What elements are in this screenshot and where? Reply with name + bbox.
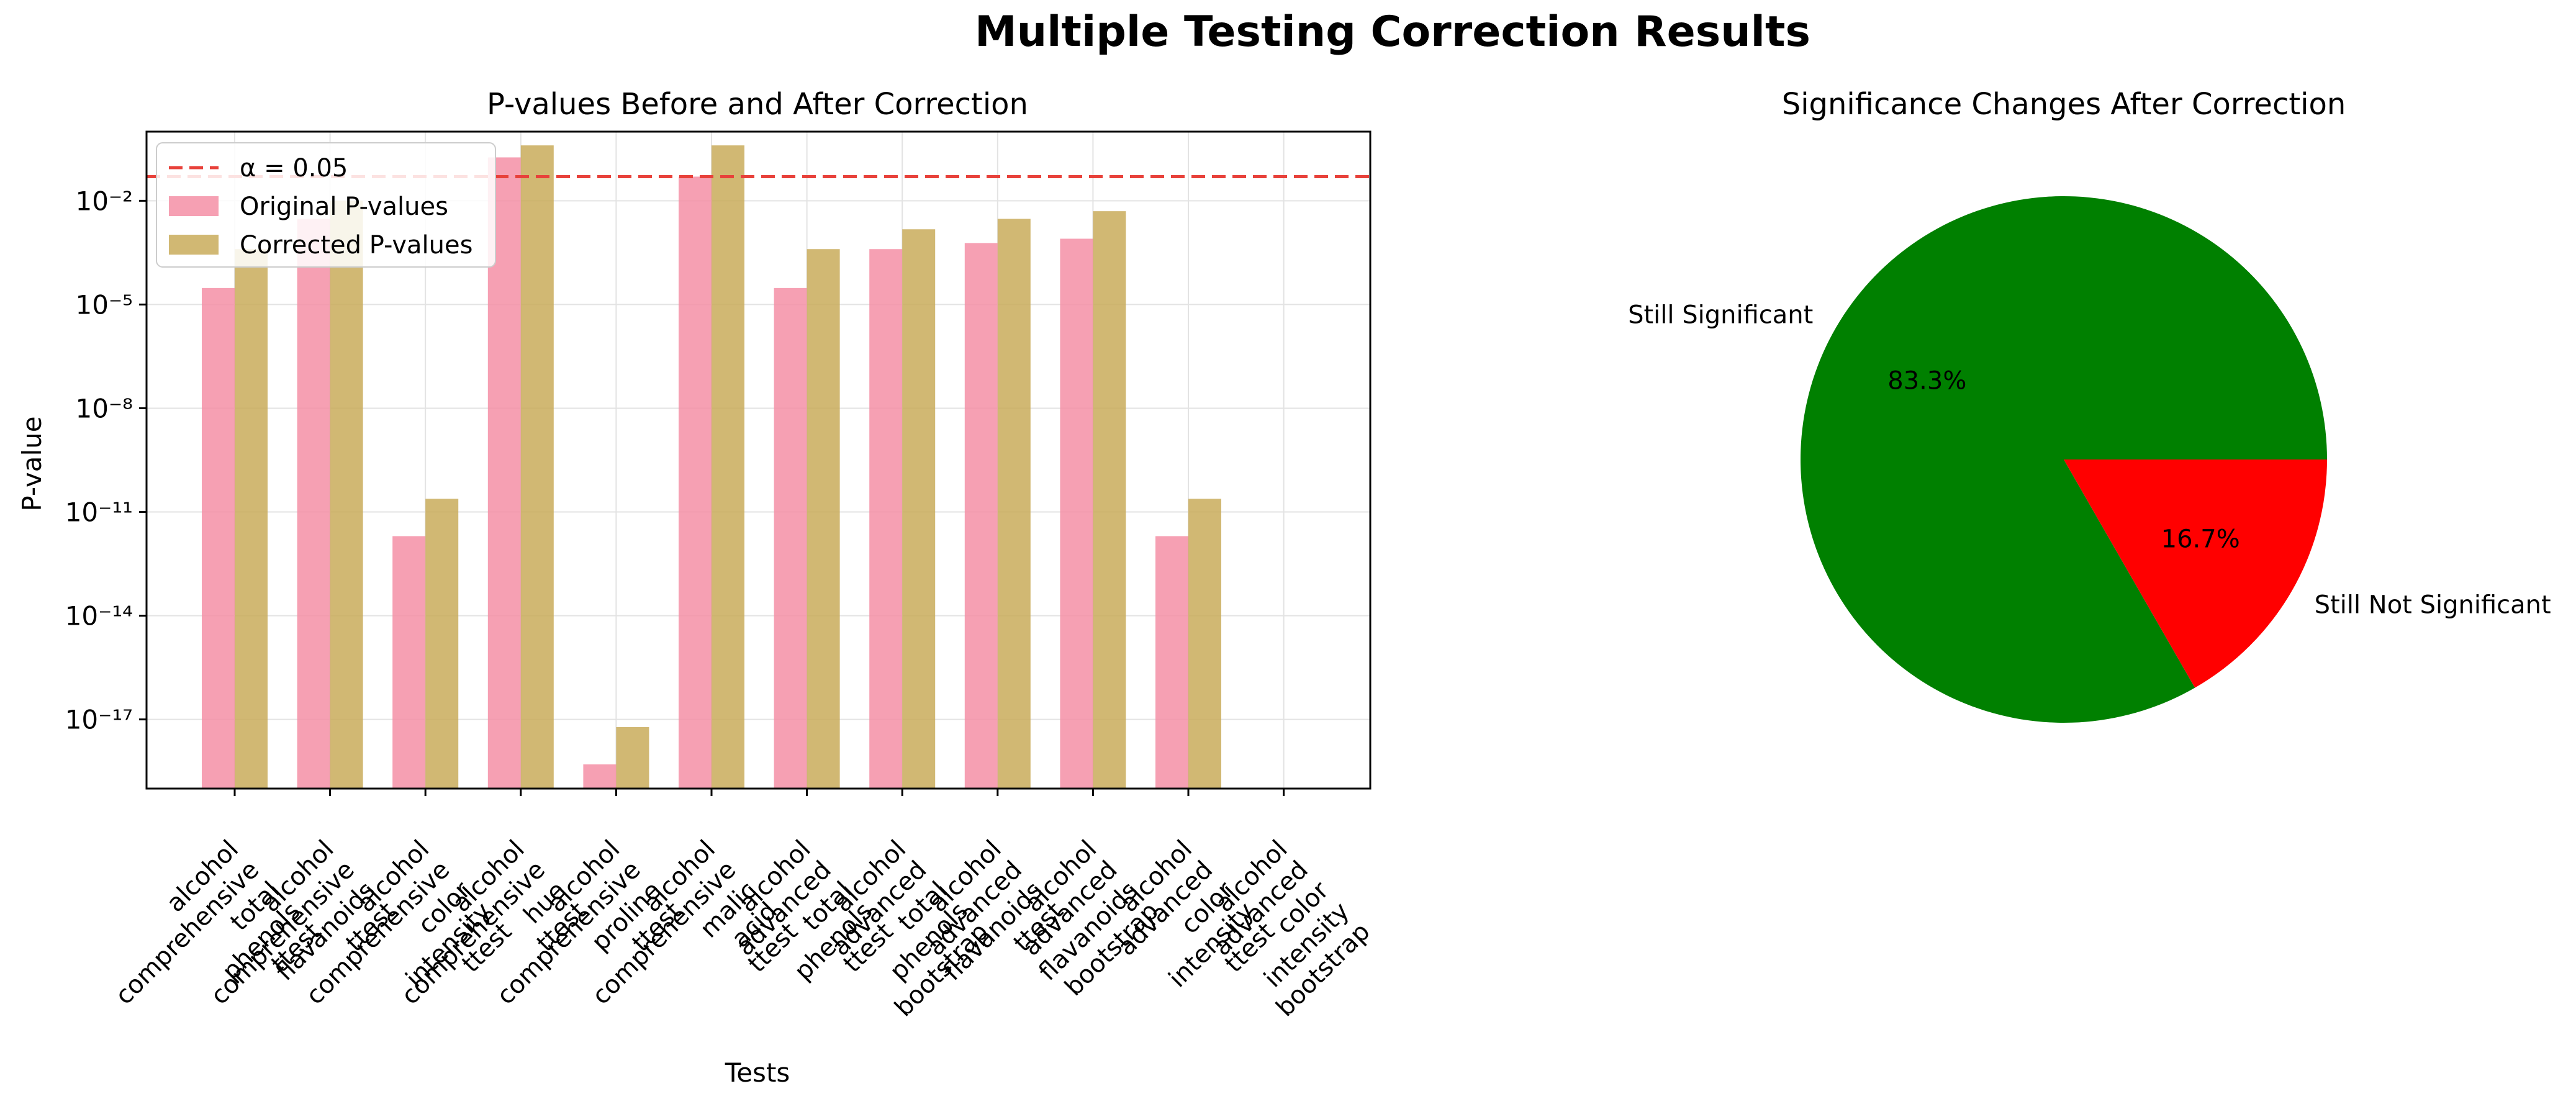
bar-chart: P-values Before and After Correction Tes…	[17, 87, 1376, 1088]
pie-chart: Significance Changes After Correction St…	[1628, 87, 2551, 723]
y-tick-label: 10⁻¹⁴	[65, 601, 133, 631]
y-tick-label: 10⁻²	[76, 186, 133, 216]
bar-chart-bars	[202, 145, 1221, 789]
pie-slice-label: Still Not Significant	[2315, 591, 2551, 620]
bar-original	[679, 176, 712, 789]
legend-swatch	[169, 235, 219, 255]
pie-slice-pct: 16.7%	[2161, 525, 2240, 553]
bar-corrected	[902, 229, 936, 789]
y-tick-label: 10⁻¹¹	[65, 497, 133, 528]
bar-original	[1060, 238, 1093, 789]
bar-corrected	[712, 145, 744, 789]
bar-corrected	[1093, 211, 1126, 789]
bar-corrected	[235, 249, 268, 789]
bar-original	[583, 764, 617, 789]
bar-chart-plot-frame	[145, 130, 1372, 790]
pie-chart-title: Significance Changes After Correction	[1782, 87, 2346, 122]
y-tick-label: 10⁻¹⁷	[65, 705, 133, 735]
bar-chart-xlabel: Tests	[725, 1057, 790, 1088]
bar-original	[774, 287, 807, 789]
bar-corrected	[1188, 499, 1221, 789]
bar-chart-title: P-values Before and After Correction	[487, 87, 1028, 122]
bar-chart-ylabel: P-value	[17, 416, 47, 511]
pie-chart-slices: Still Significant 83.3% Still Not Signific…	[1628, 196, 2551, 723]
legend-label: Original P-values	[240, 192, 448, 221]
bar-original	[202, 287, 235, 789]
bar-corrected	[997, 219, 1031, 789]
bar-original	[1155, 536, 1188, 789]
y-tick-label: 10⁻⁸	[76, 393, 133, 423]
bar-corrected	[330, 201, 363, 789]
bar-chart-legend: α = 0.05 Original P-values Corrected P-val…	[156, 142, 496, 268]
bar-chart-y-axis: 10⁻² 10⁻⁵ 10⁻⁸ 10⁻¹¹ 10⁻¹⁴ 10⁻¹⁷	[65, 186, 147, 735]
bar-chart-x-axis: alcoholcomprehensivetotalphenolsttestalc…	[110, 789, 1376, 1022]
legend-box	[156, 142, 496, 268]
bar-original	[964, 243, 998, 789]
figure-suptitle: Multiple Testing Correction Results	[975, 7, 1810, 57]
pie-slice	[1800, 196, 2327, 723]
bar-corrected	[616, 726, 649, 789]
bar-corrected	[807, 249, 840, 789]
pie-slice-pct: 83.3%	[1887, 367, 1966, 396]
bar-original	[869, 249, 903, 789]
bar-corrected	[425, 499, 459, 789]
pie-slice	[2064, 459, 2327, 688]
bar-corrected	[520, 145, 554, 789]
y-tick-label: 10⁻⁵	[76, 289, 133, 320]
bar-original	[392, 536, 426, 789]
legend-swatch	[169, 196, 219, 216]
bar-original	[297, 219, 330, 789]
pie-slice-label: Still Significant	[1628, 301, 1813, 329]
legend-label: Corrected P-values	[240, 231, 472, 260]
legend-alpha-label: α = 0.05	[240, 154, 348, 183]
